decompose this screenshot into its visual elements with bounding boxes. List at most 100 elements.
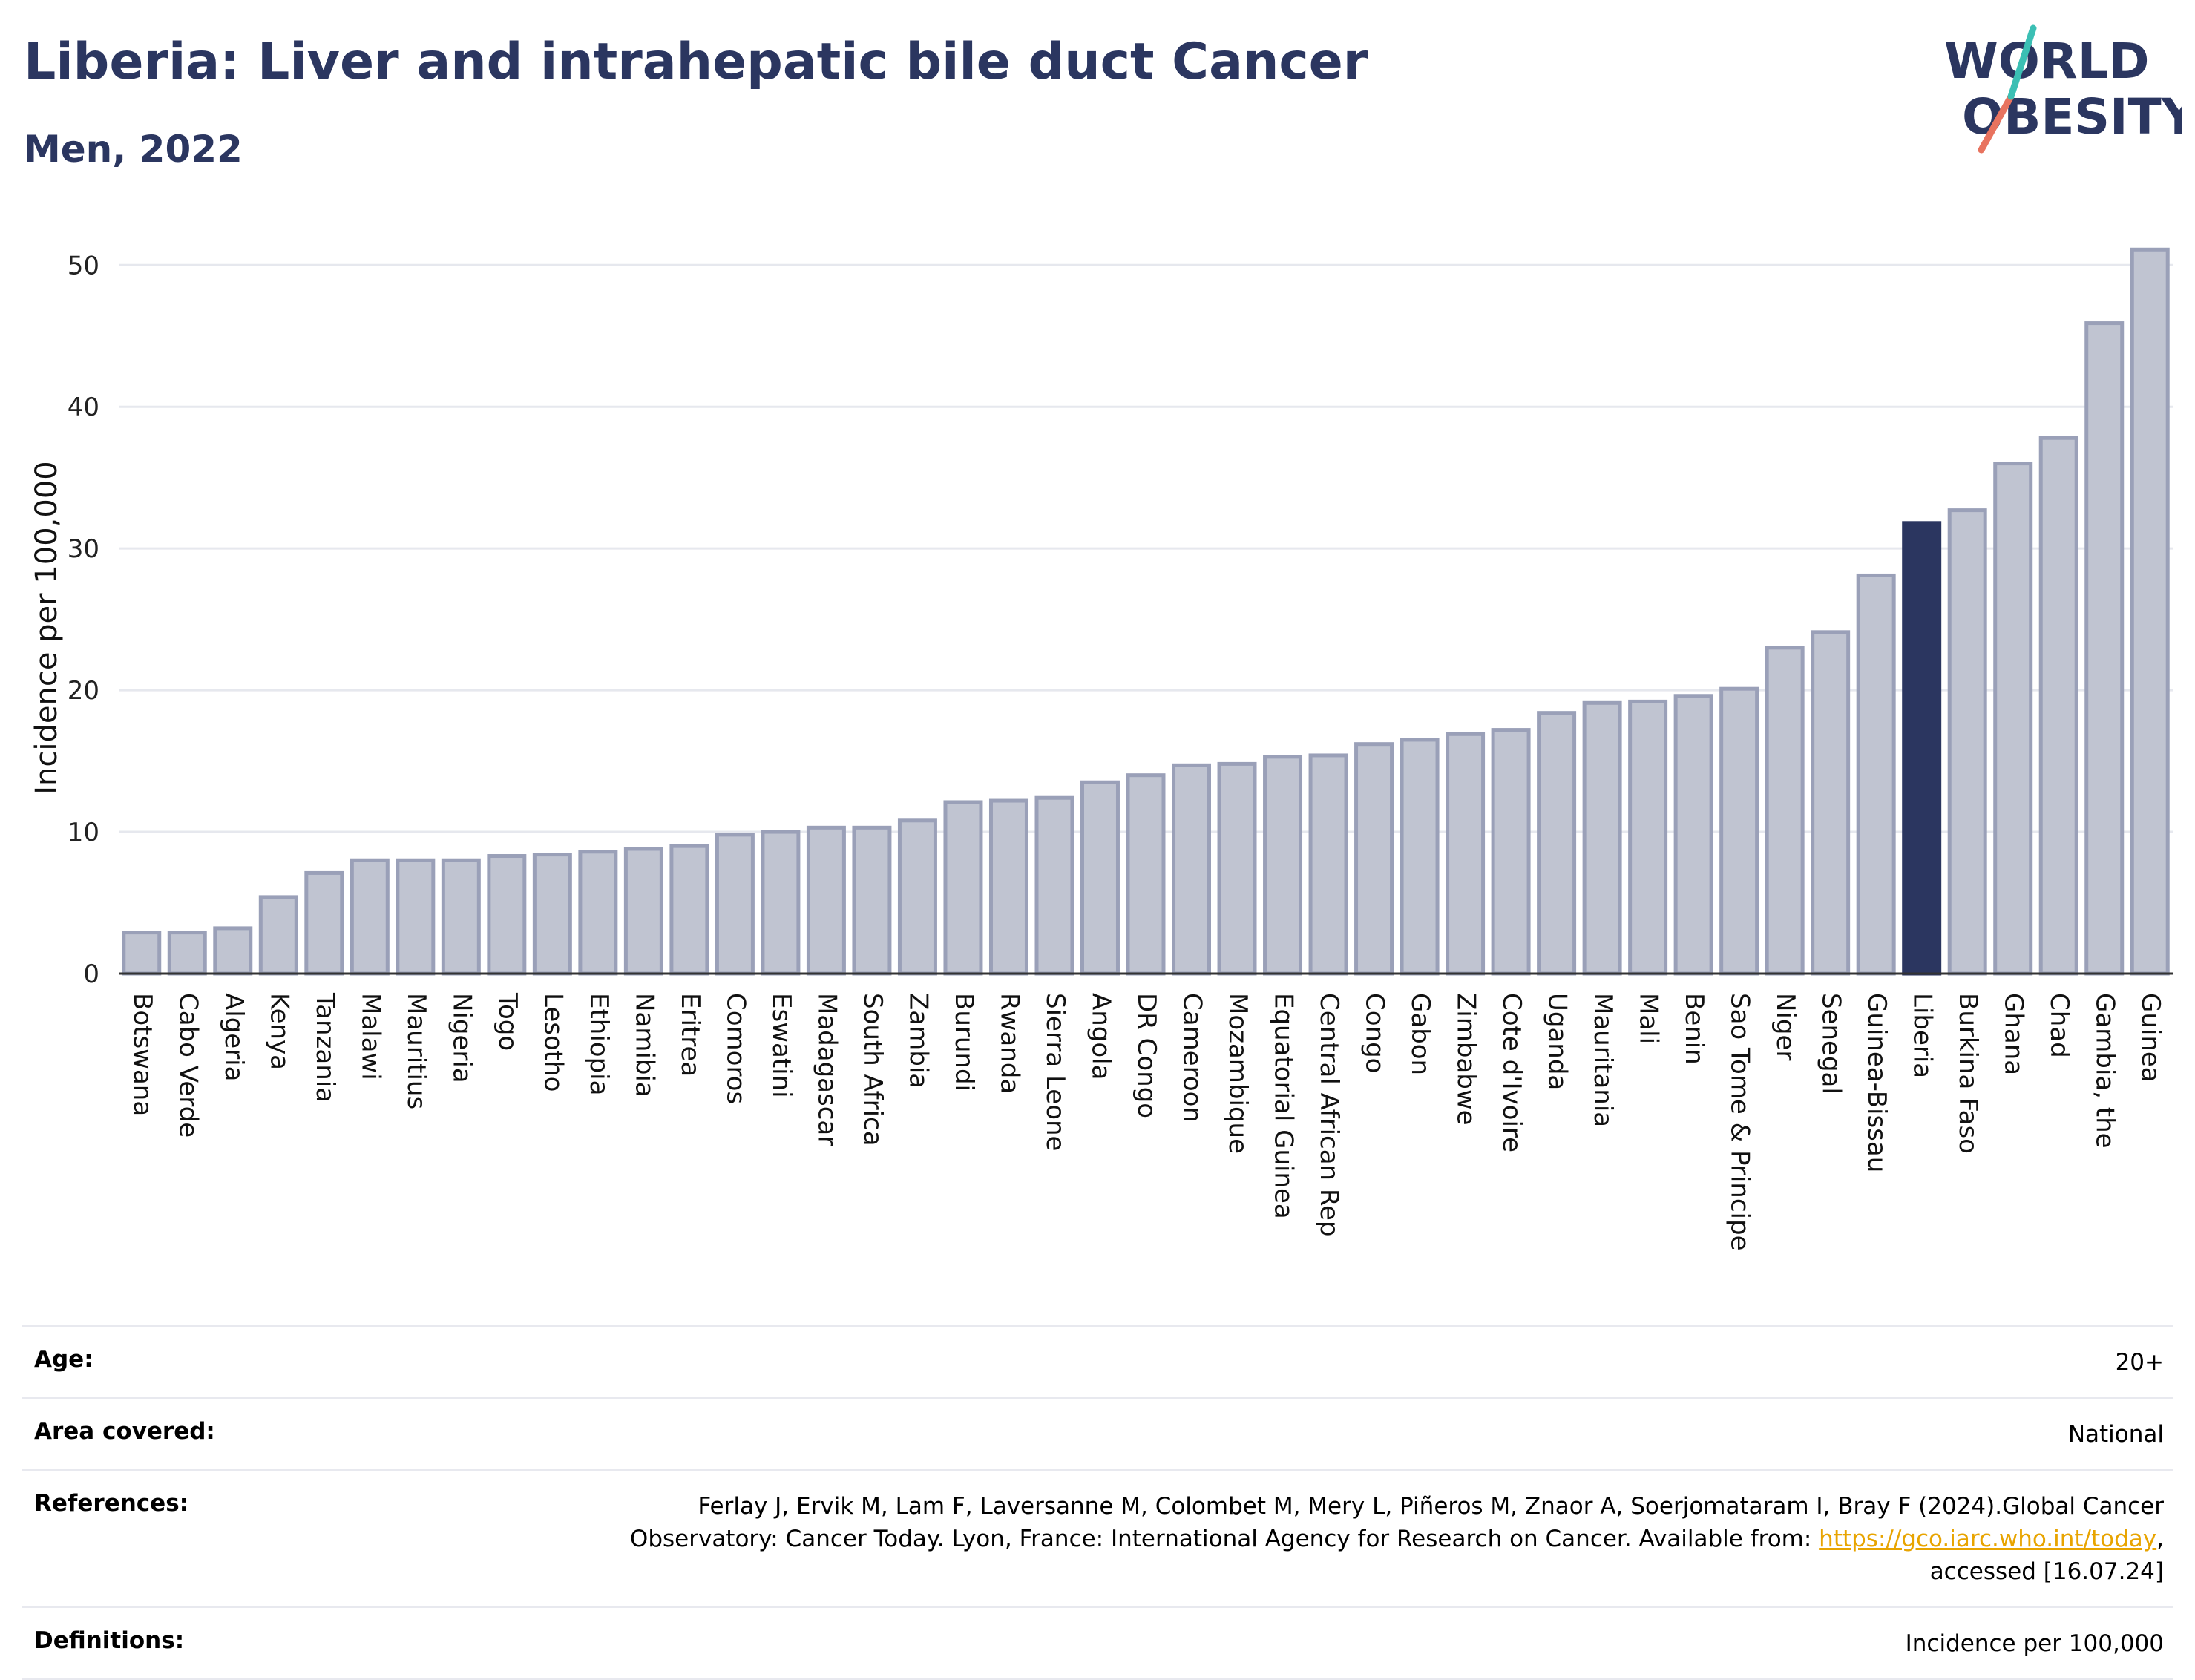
bar-lesotho	[532, 853, 572, 976]
references-label: References:	[34, 1490, 189, 1517]
references-link[interactable]: https://gco.iarc.who.int/today	[1819, 1526, 2157, 1552]
info-row-age: Age: 20+	[22, 1325, 2173, 1397]
bar-chart: 0 10 20 30 40 50 Botswana Cabo Verde Algeria Ken…	[30, 247, 2173, 1251]
x-tick-label: Togo	[493, 992, 522, 1051]
bar-gambia-the	[2084, 321, 2125, 976]
x-tick-label: Madagascar	[812, 993, 841, 1146]
bar-equatorial-guinea	[1263, 755, 1303, 976]
bar-uganda	[1537, 711, 1577, 976]
bar-mauritius	[396, 858, 436, 976]
bar-eswatini	[761, 830, 801, 976]
x-tick-label: Guinea	[2136, 993, 2165, 1083]
y-tick-label: 40	[68, 393, 99, 422]
y-tick-label: 50	[68, 251, 99, 280]
x-tick-label: Zambia	[903, 993, 933, 1089]
bar-eritrea	[669, 844, 709, 976]
x-tick-label: Cote d'Ivoire	[1497, 993, 1526, 1152]
bar-togo	[487, 854, 527, 976]
chart-title: Liberia: Liver and intrahepatic bile duc…	[24, 33, 1368, 91]
bar-algeria	[213, 926, 253, 976]
references-text-line1: Ferlay J, Ervik M, Lam F, Laversanne M, …	[698, 1493, 2164, 1520]
x-tick-label: Malawi	[355, 993, 385, 1080]
x-tick-label: Cameroon	[1178, 993, 1207, 1123]
y-tick-labels: 0 10 20 30 40 50	[68, 251, 99, 989]
bar-cameroon	[1172, 763, 1212, 976]
bar-kenya	[258, 895, 298, 976]
references-text-line2: Observatory: Cancer Today. Lyon, France:…	[629, 1526, 1820, 1552]
x-tick-label: Comoros	[721, 993, 750, 1104]
y-tick-label: 10	[68, 818, 99, 847]
x-tick-label: Mauritania	[1588, 993, 1618, 1127]
y-tick-label: 20	[68, 676, 99, 706]
bar-chad	[2038, 436, 2078, 976]
x-tick-label: Burundi	[949, 993, 979, 1092]
bar-mali	[1628, 699, 1668, 976]
bar-benin	[1673, 694, 1713, 976]
bar-central-african-rep	[1308, 753, 1348, 976]
bar-cote-d-ivoire	[1491, 728, 1531, 976]
bar-niger	[1765, 646, 1805, 976]
x-tick-label: Gambia, the	[2090, 993, 2120, 1149]
x-tick-label: Angola	[1086, 993, 1115, 1080]
x-tick-label: Mauritius	[401, 993, 431, 1109]
world-obesity-logo: WORLD OBESITY	[1944, 24, 2182, 154]
logo-slash-red	[1978, 93, 2015, 154]
x-tick-label: Botswana	[128, 993, 157, 1116]
y-axis-label: Incidence per 100,000	[30, 461, 64, 795]
info-row-references: References: Ferlay J, Ervik M, Lam F, La…	[22, 1469, 2173, 1606]
x-tick-label: Ethiopia	[584, 993, 614, 1095]
x-tick-label: Equatorial Guinea	[1269, 993, 1299, 1219]
bar-malawi	[350, 858, 390, 976]
x-tick-label: Benin	[1679, 993, 1709, 1065]
info-row-area: Area covered: National	[22, 1397, 2173, 1469]
bar-dr-congo	[1126, 773, 1166, 976]
x-tick-label: South Africa	[858, 993, 887, 1146]
x-tick-label: Chad	[2044, 993, 2074, 1058]
definitions-label: Definitions:	[34, 1627, 185, 1654]
bar-liberia	[1902, 521, 1942, 976]
references-text-line3: accessed [16.07.24]	[1929, 1558, 2164, 1585]
bar-comoros	[715, 833, 755, 976]
bar-ghana	[1993, 462, 2033, 976]
x-tick-label: Central African Rep	[1314, 993, 1344, 1237]
x-tick-labels: Botswana Cabo Verde Algeria Kenya Tanzania Ma…	[128, 992, 2165, 1251]
info-table: Age: 20+ Area covered: National Referenc…	[22, 1325, 2173, 1680]
bar-zimbabwe	[1446, 732, 1486, 976]
area-value: National	[2067, 1421, 2164, 1448]
x-tick-label: Cabo Verde	[173, 993, 203, 1138]
bar-nigeria	[441, 858, 481, 976]
bar-congo	[1354, 742, 1394, 976]
x-tick-label: Mali	[1634, 993, 1664, 1044]
x-tick-label: Eritrea	[675, 993, 705, 1077]
age-label: Age:	[34, 1346, 93, 1373]
references-comma: ,	[2156, 1526, 2164, 1552]
bar-angola	[1080, 780, 1120, 976]
bar-south-africa	[852, 825, 892, 976]
bar-zambia	[897, 818, 937, 976]
x-tick-label: Niger	[1771, 993, 1800, 1060]
x-tick-label: Nigeria	[447, 993, 476, 1083]
x-tick-label: Algeria	[219, 993, 249, 1081]
x-tick-label: Uganda	[1543, 993, 1572, 1090]
x-tick-label: Eswatini	[767, 993, 796, 1098]
bar-mauritania	[1582, 700, 1622, 976]
logo-line1: WORLD	[1944, 33, 2150, 90]
x-tick-label: Lesotho	[538, 993, 568, 1092]
logo-slash-teal	[2007, 24, 2037, 100]
definitions-value: Incidence per 100,000	[1905, 1630, 2164, 1657]
bar-madagascar	[806, 825, 846, 976]
x-tick-label: Burkina Faso	[1953, 993, 1983, 1154]
y-tick-label: 30	[68, 534, 99, 564]
x-tick-label: Mozambique	[1223, 993, 1253, 1154]
bar-burundi	[943, 800, 983, 976]
x-tick-label: Liberia	[1908, 993, 1938, 1078]
x-tick-label: Tanzania	[310, 992, 340, 1103]
bar-guinea	[2130, 247, 2170, 976]
area-label: Area covered:	[34, 1418, 215, 1445]
x-tick-label: Senegal	[1817, 993, 1846, 1095]
bar-botswana	[122, 931, 162, 976]
bar-mozambique	[1217, 761, 1257, 976]
bar-cabo-verde	[167, 931, 207, 976]
x-tick-label: Congo	[1360, 993, 1390, 1073]
x-tick-label: Guinea-Bissau	[1862, 993, 1891, 1172]
